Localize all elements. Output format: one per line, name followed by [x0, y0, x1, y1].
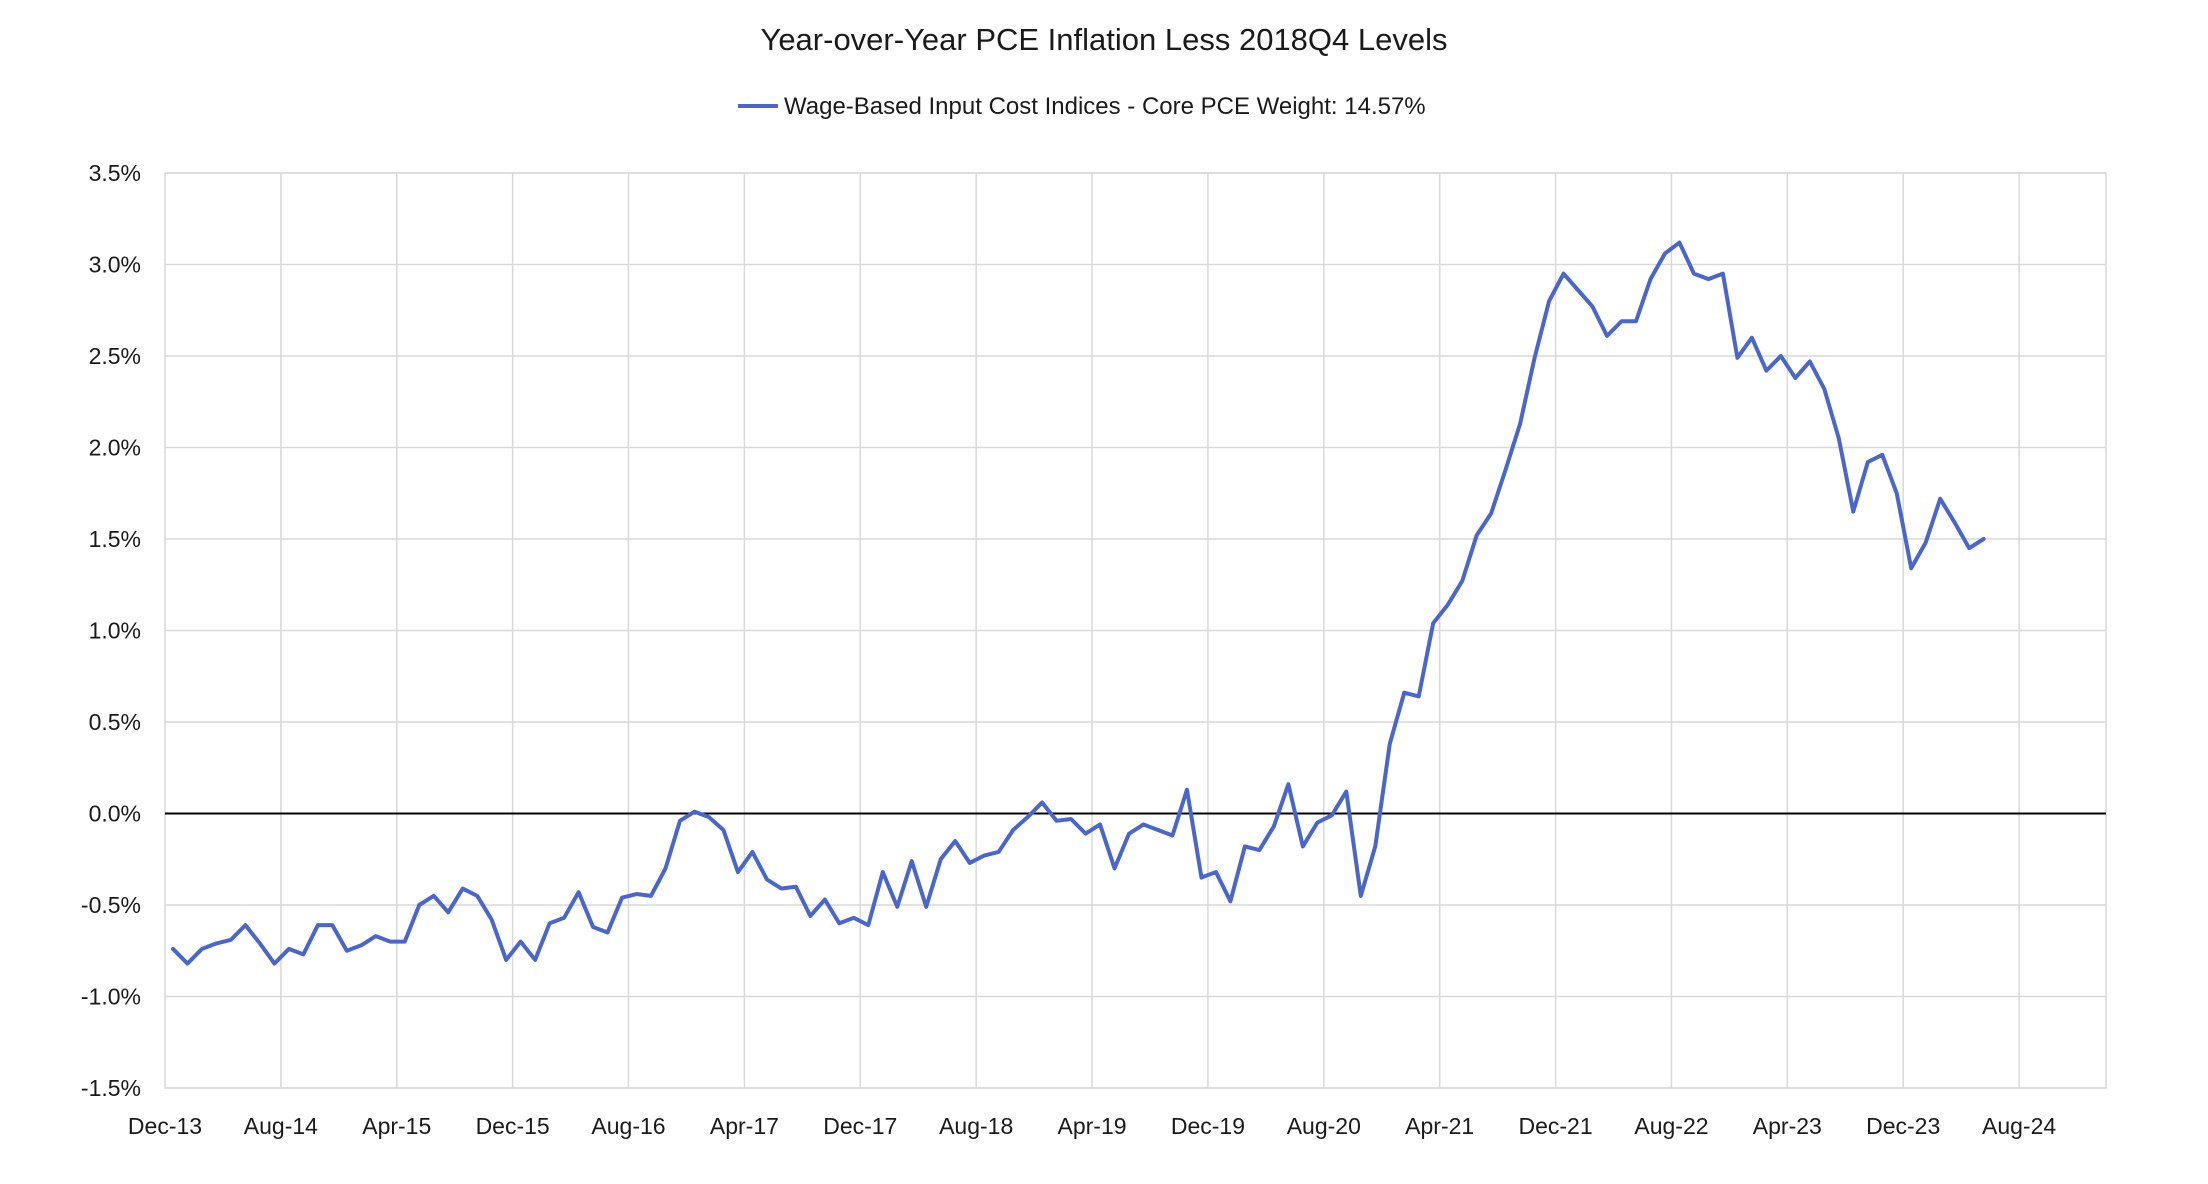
x-tick-label: Apr-23 — [1753, 1113, 1822, 1139]
y-tick-label: 1.5% — [89, 526, 141, 552]
y-tick-label: 3.0% — [89, 252, 141, 278]
y-tick-label: 2.0% — [89, 435, 141, 461]
x-tick-label: Dec-21 — [1518, 1113, 1592, 1139]
x-tick-label: Dec-13 — [128, 1113, 202, 1139]
y-tick-label: 0.0% — [89, 801, 141, 827]
legend-label: Wage-Based Input Cost Indices - Core PCE… — [784, 93, 1426, 120]
chart-title: Year-over-Year PCE Inflation Less 2018Q4… — [760, 22, 1447, 57]
x-tick-label: Aug-20 — [1287, 1113, 1361, 1139]
x-tick-label: Dec-23 — [1866, 1113, 1940, 1139]
x-tick-label: Apr-15 — [362, 1113, 431, 1139]
y-tick-label: 0.5% — [89, 709, 141, 735]
y-tick-label: 1.0% — [89, 618, 141, 644]
y-tick-label: -0.5% — [81, 892, 141, 918]
x-tick-label: Apr-19 — [1058, 1113, 1127, 1139]
y-axis-tick-labels: -1.5% -1.0% -0.5% 0.0% 0.5% 1.0% 1.5% 2.0% 2.5% 3… — [81, 160, 141, 1101]
y-tick-label: -1.5% — [81, 1075, 141, 1101]
legend: Wage-Based Input Cost Indices - Core PCE… — [738, 93, 1426, 120]
x-axis-tick-labels: Dec-13 Aug-14 Apr-15 Dec-15 Aug-16 Apr-17 Dec-… — [128, 1113, 2056, 1139]
series-layer — [171, 240, 1986, 966]
x-tick-label: Dec-19 — [1171, 1113, 1245, 1139]
x-tick-label: Dec-17 — [823, 1113, 897, 1139]
x-tick-label: Aug-18 — [939, 1113, 1013, 1139]
gridlines — [165, 172, 2106, 1089]
x-tick-label: Aug-16 — [591, 1113, 665, 1139]
x-tick-label: Aug-22 — [1634, 1113, 1708, 1139]
x-tick-label: Apr-17 — [710, 1113, 779, 1139]
x-tick-label: Aug-14 — [244, 1113, 318, 1139]
x-tick-label: Aug-24 — [1982, 1113, 2056, 1139]
x-tick-label: Dec-15 — [476, 1113, 550, 1139]
y-tick-label: 2.5% — [89, 343, 141, 369]
series-line — [171, 240, 1986, 966]
y-tick-label: -1.0% — [81, 984, 141, 1010]
plot-area-frame — [164, 172, 2107, 1089]
x-tick-label: Apr-21 — [1405, 1113, 1474, 1139]
y-tick-label: 3.5% — [89, 160, 141, 186]
